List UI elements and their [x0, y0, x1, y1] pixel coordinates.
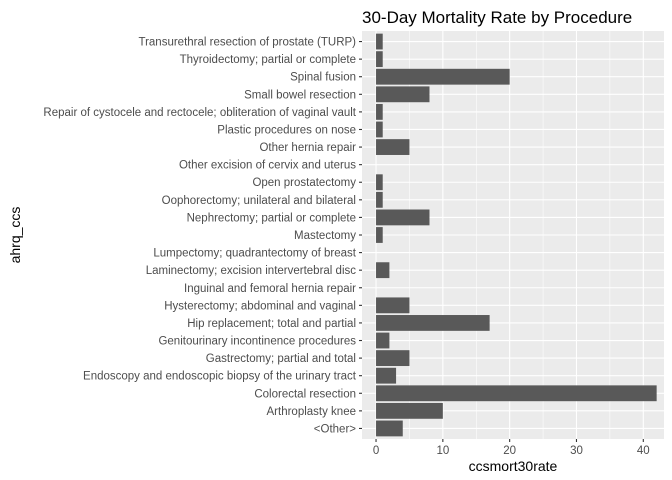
x-axis-ticks: 0 10 20 30 40	[373, 439, 650, 457]
y-tick-label: Gastrectomy; partial and total	[206, 353, 356, 365]
bar	[376, 68, 510, 85]
bar	[376, 227, 383, 243]
y-tick-label: Other excision of cervix and uterus	[179, 160, 356, 172]
x-axis-title: ccsmort30rate	[469, 458, 558, 474]
bar	[376, 139, 410, 155]
bar	[376, 209, 430, 226]
bar	[376, 174, 383, 191]
y-tick-label: Thyroidectomy; partial or complete	[180, 54, 356, 66]
x-tick-label: 40	[637, 445, 650, 457]
y-tick-label: Arthroplasty knee	[267, 406, 357, 418]
bar	[376, 33, 383, 50]
bar	[376, 86, 430, 103]
bar	[376, 420, 403, 437]
y-tick-label: Nephrectomy; partial or complete	[187, 212, 356, 224]
bar	[376, 350, 410, 367]
bar	[376, 191, 383, 208]
y-tick-label: Hip replacement; total and partial	[187, 318, 356, 330]
y-tick-label: Genitourinary incontinence procedures	[158, 336, 356, 348]
bar	[376, 367, 397, 384]
y-axis-title: ahrq_ccs	[7, 207, 23, 264]
y-tick-label: Spinal fusion	[290, 72, 356, 84]
y-tick-label: Lumpectomy; quadrantectomy of breast	[153, 248, 356, 260]
y-tick-label: Transurethral resection of prostate (TUR…	[138, 37, 356, 49]
bar	[376, 315, 490, 331]
y-tick-label: Inguinal and femoral hernia repair	[184, 283, 356, 295]
y-tick-label: Open prostatectomy	[252, 177, 356, 189]
grid-lines	[362, 31, 664, 439]
y-axis-ticks: <Other> Arthroplasty knee Colorectal resec…	[43, 37, 362, 435]
bar	[376, 121, 383, 138]
bars	[376, 33, 657, 437]
x-tick-label: 10	[436, 445, 449, 457]
y-tick-label: Laminectomy; excision intervertebral dis…	[146, 265, 357, 277]
y-tick-label: Mastectomy	[294, 230, 356, 242]
bar	[376, 385, 657, 402]
chart-title: 30-Day Mortality Rate by Procedure	[362, 8, 632, 27]
y-tick-label: Small bowel resection	[244, 89, 356, 101]
x-tick-label: 30	[570, 445, 583, 457]
y-tick-label: Hysterectomy; abdominal and vaginal	[164, 300, 356, 312]
y-tick-label: Plastic procedures on nose	[217, 124, 356, 136]
x-tick-label: 0	[373, 445, 379, 457]
bar	[376, 297, 410, 314]
y-tick-label: Colorectal resection	[254, 388, 356, 400]
y-tick-label: Other hernia repair	[259, 142, 356, 154]
bar	[376, 402, 443, 419]
bar	[376, 51, 383, 68]
y-tick-label: Oophorectomy; unilateral and bilateral	[162, 195, 356, 207]
y-tick-label: Endoscopy and endoscopic biopsy of the u…	[83, 371, 357, 383]
y-tick-label: <Other>	[314, 423, 356, 435]
y-tick-label: Repair of cystocele and rectocele; oblit…	[43, 107, 356, 119]
bar	[376, 103, 383, 120]
x-tick-label: 20	[503, 445, 516, 457]
bar	[376, 262, 390, 279]
bar	[376, 332, 390, 349]
